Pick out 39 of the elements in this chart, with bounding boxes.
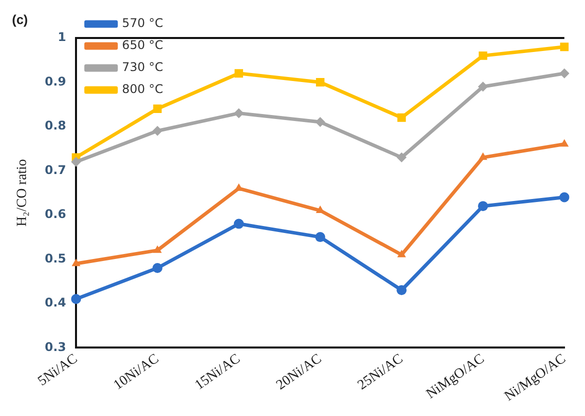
point [396, 285, 407, 296]
point [559, 192, 570, 202]
point [478, 82, 488, 92]
legend-label: 570 °C [122, 16, 164, 30]
y-tick-label: 0.9 [44, 74, 66, 88]
y-tick-label: 0.4 [44, 296, 66, 310]
point [397, 250, 406, 258]
point [397, 113, 406, 122]
point [560, 42, 569, 52]
point [559, 68, 570, 78]
y-tick-label: 0.8 [44, 118, 66, 133]
point [316, 78, 324, 86]
y-tick-label: 0.5 [44, 251, 66, 266]
point [234, 69, 244, 78]
point [234, 218, 244, 229]
y-tick-label: 0.7 [44, 162, 66, 177]
point [153, 104, 162, 114]
legend-label: 800 °C [122, 82, 164, 96]
point [71, 294, 82, 304]
point [478, 201, 488, 212]
y-tick-label: 0.3 [44, 340, 66, 354]
point [478, 51, 488, 60]
point [152, 263, 162, 274]
point [71, 156, 82, 167]
point [72, 258, 80, 266]
y-tick-label: 0.6 [44, 207, 66, 222]
y-tick-label: 1 [58, 30, 66, 44]
point [315, 117, 326, 128]
legend-label: 650 °C [122, 38, 164, 52]
legend-label: 730 °C [122, 60, 164, 74]
point [560, 139, 569, 147]
y-axis-title: H₂/CO ratio [15, 159, 30, 227]
point [396, 152, 407, 162]
point [478, 152, 488, 160]
point [153, 245, 162, 253]
text: (c) [12, 12, 28, 28]
point [234, 108, 244, 118]
point [152, 126, 162, 136]
point [315, 232, 326, 242]
